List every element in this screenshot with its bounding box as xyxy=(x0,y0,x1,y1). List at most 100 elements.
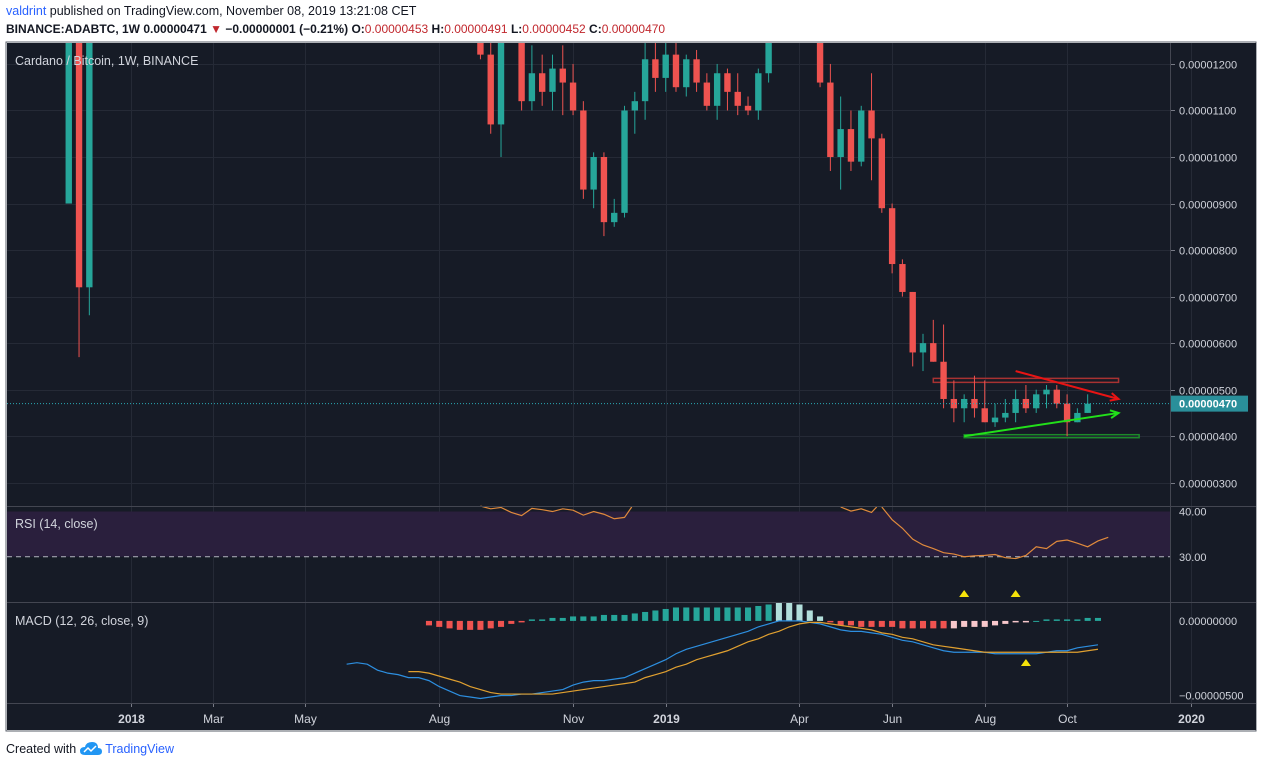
price-tick-label: 0.00000300 xyxy=(1179,479,1237,491)
macd-histogram-bar xyxy=(755,605,762,621)
tradingview-brand[interactable]: TradingView xyxy=(80,742,174,756)
candle-body xyxy=(827,82,834,158)
rsi-divergence-marker xyxy=(1010,590,1021,597)
macd-histogram-bar xyxy=(1002,620,1009,624)
price-tick-label: 0.00000900 xyxy=(1179,200,1237,212)
macd-tick-label: −0.00000500 xyxy=(1179,691,1244,703)
macd-histogram-bar xyxy=(992,620,999,626)
macd-histogram-bar xyxy=(1094,617,1101,621)
candle-body xyxy=(652,59,659,78)
macd-histogram-bar xyxy=(847,620,854,626)
candle-body xyxy=(1012,398,1019,413)
macd-histogram-bar xyxy=(446,620,453,629)
macd-cross-marker xyxy=(1020,659,1031,666)
rsi-line xyxy=(840,506,878,514)
price-tick-label: 0.00000800 xyxy=(1179,246,1237,258)
candle-body xyxy=(518,43,525,102)
macd-histogram-bar xyxy=(858,620,865,627)
macd-histogram-bar xyxy=(652,610,659,621)
open-label: O: xyxy=(351,22,365,36)
candle-body xyxy=(580,110,587,190)
macd-histogram-bar xyxy=(539,619,546,621)
macd-histogram-bar xyxy=(734,607,741,621)
candle-body xyxy=(971,398,978,409)
candle-body xyxy=(991,417,999,423)
macd-histogram-bar xyxy=(580,616,587,621)
triangle-upper-line-arrowhead xyxy=(1109,392,1121,402)
candle-body xyxy=(724,73,731,92)
candle-body xyxy=(1053,389,1060,404)
time-tick-label: Aug xyxy=(429,712,450,726)
macd-histogram-bar xyxy=(971,620,978,627)
candle-body xyxy=(590,157,597,190)
triangle-lower-line xyxy=(964,411,1119,438)
candle-body xyxy=(549,68,556,92)
macd-histogram-bar xyxy=(693,607,700,621)
candle-body xyxy=(559,68,566,83)
macd-histogram-bar xyxy=(909,620,916,629)
macd-histogram-bar xyxy=(786,603,793,621)
price-axis-bg xyxy=(1170,43,1256,703)
last-price: 0.00000471 xyxy=(143,22,207,36)
price-tick-label: 0.00001000 xyxy=(1179,153,1237,165)
macd-histogram-bar xyxy=(508,620,515,624)
macd-histogram-bar xyxy=(1064,619,1071,621)
created-with-label: Created with xyxy=(6,742,77,756)
candle-body xyxy=(1084,403,1091,413)
macd-histogram-bar xyxy=(528,619,535,621)
candles-group xyxy=(7,43,1170,439)
candle-body xyxy=(631,101,639,111)
chart-area[interactable]: 0.00000300 0.00000400 0.00000500 0.00000600… xyxy=(0,40,1258,732)
candle-body xyxy=(1043,389,1050,395)
time-tick-label: Mar xyxy=(203,712,224,726)
price-change: −0.00000001 (−0.21%) xyxy=(225,22,349,36)
candle-body xyxy=(86,43,93,288)
macd-histogram-bar xyxy=(1084,617,1091,621)
macd-histogram-bar xyxy=(570,616,577,621)
candle-body xyxy=(847,129,855,162)
price-tick-label: 0.00000400 xyxy=(1179,432,1237,444)
candle-body xyxy=(672,54,680,88)
price-tick-label: 0.00001200 xyxy=(1179,60,1237,72)
candle-body xyxy=(878,138,886,209)
low-label: L: xyxy=(510,22,523,36)
rsi-group xyxy=(7,505,1170,597)
candle-body xyxy=(528,73,536,102)
candle-body xyxy=(765,43,772,74)
macd-histogram-bar xyxy=(817,616,824,621)
macd-histogram-bar xyxy=(950,620,957,629)
candle-body xyxy=(713,73,721,106)
macd-histogram-bar xyxy=(1043,619,1050,621)
rsi-line xyxy=(480,505,633,520)
candle-body xyxy=(538,73,546,92)
author-link[interactable]: valdrint xyxy=(6,4,47,18)
low-value: 0.00000452 xyxy=(522,22,586,36)
candle-body xyxy=(1063,403,1071,423)
candle-body xyxy=(950,398,958,409)
candle-body xyxy=(683,59,690,88)
price-tick-label: 0.00001100 xyxy=(1179,106,1236,118)
macd-histogram-bar xyxy=(703,607,710,621)
symbol-label: BINANCE:ADABTC, 1W xyxy=(6,22,140,36)
macd-histogram-bar xyxy=(467,620,474,630)
candle-body xyxy=(75,43,83,288)
macd-histogram-bar xyxy=(611,614,618,621)
high-label: H: xyxy=(431,22,445,36)
chart-title: Cardano / Bitcoin, 1W, BINANCE xyxy=(15,54,198,68)
time-tick-label: 2019 xyxy=(653,712,680,726)
down-arrow-icon: ▼ xyxy=(210,22,222,36)
time-tick-label: Nov xyxy=(563,712,584,726)
macd-histogram-bar xyxy=(1033,620,1040,622)
candle-body xyxy=(868,110,875,139)
macd-histogram-bar xyxy=(518,620,525,623)
candle-body xyxy=(1002,412,1009,418)
macd-histogram-bar xyxy=(724,607,731,621)
candle-body xyxy=(487,54,494,125)
macd-histogram-bar xyxy=(1012,620,1019,623)
macd-histogram-bar xyxy=(765,604,772,621)
macd-histogram-bar xyxy=(600,614,607,621)
grid xyxy=(7,43,1192,703)
time-tick-label: 2020 xyxy=(1178,712,1205,726)
rsi-divergence-marker xyxy=(959,590,970,597)
macd-histogram-bar xyxy=(549,617,556,621)
